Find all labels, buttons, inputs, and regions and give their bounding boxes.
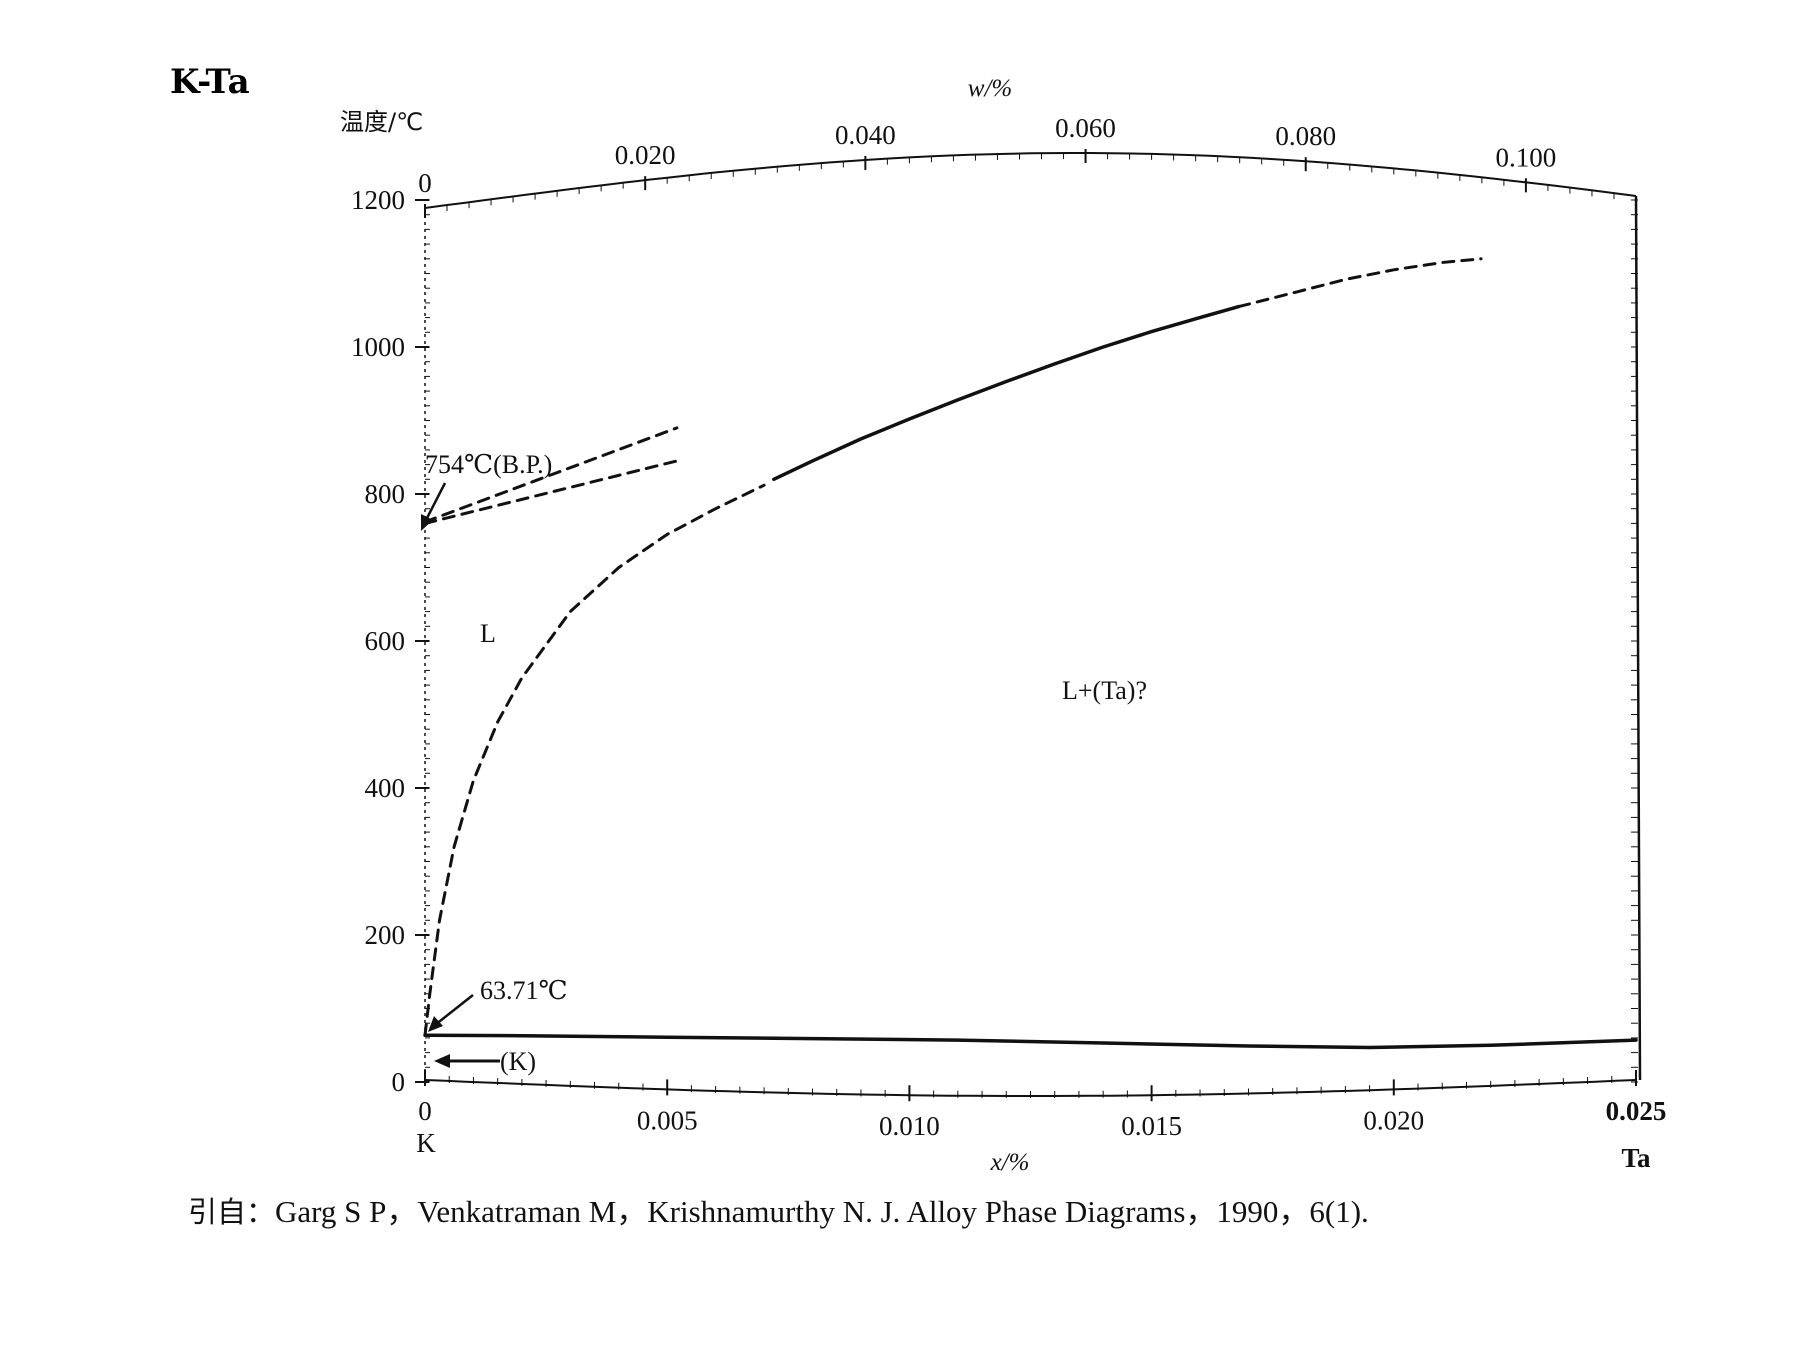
y-tick-label: 400: [365, 773, 406, 803]
top-tick-label: 0: [418, 168, 432, 198]
right-element-label: Ta: [1621, 1143, 1651, 1173]
top-axis-line: [424, 152, 1637, 209]
y-axis-label: 温度/℃: [340, 108, 423, 136]
top-tick-label: 0.060: [1055, 113, 1116, 143]
reference-line: 引自：Garg S P，Venkatraman M，Krishnamurthy …: [188, 1194, 1369, 1229]
series-line-2: [772, 304, 1241, 482]
top-tick-label: 0.080: [1275, 121, 1336, 151]
x-tick-label: 0.010: [879, 1111, 940, 1141]
x-tick-label: 0.015: [1121, 1111, 1182, 1141]
k-phase-annotation: (K): [500, 1047, 536, 1076]
series-line-3: [1237, 257, 1483, 309]
y-tick-label: 0: [392, 1067, 406, 1097]
melting-point-arrow-line: [434, 994, 474, 1026]
two-phase-region-label: L+(Ta)?: [1062, 676, 1147, 705]
plot-frame: [424, 152, 1642, 1097]
top-axis-label: w/%: [968, 75, 1012, 102]
bottom-axis-label: x/%: [990, 1149, 1030, 1176]
x-tick-label: 0: [418, 1096, 432, 1126]
y-tick-label: 800: [365, 479, 406, 509]
boiling-point-arrow-line: [423, 482, 447, 523]
series-line-1: [423, 483, 766, 1037]
right-axis-line: [1634, 195, 1642, 1081]
liquid-region-label: L: [480, 619, 496, 648]
axis-ticks: 0 200 400 600 800 1000 1200 0 0.005 0.010 0.015 0.0…: [351, 113, 1666, 1141]
melting-point-arrowhead: [428, 1016, 443, 1032]
melting-point-annotation: 63.71℃: [480, 976, 568, 1005]
series-line-4: [423, 426, 679, 524]
chart-title: K-Ta: [170, 62, 250, 102]
top-tick-label: 0.040: [835, 120, 896, 150]
boiling-point-annotation: 754℃(B.P.): [425, 450, 552, 479]
x-tick-label: 0.020: [1363, 1105, 1424, 1135]
y-tick-label: 1200: [351, 185, 405, 215]
y-tick-label: 600: [365, 626, 406, 656]
left-element-label: K: [416, 1128, 436, 1158]
top-tick-label: 0.020: [615, 140, 676, 170]
k-phase-arrowhead: [434, 1054, 450, 1068]
x-tick-label: 0.025: [1606, 1096, 1667, 1126]
top-tick-label: 0.100: [1496, 142, 1557, 172]
boiling-point-arrowhead: [421, 514, 433, 531]
reference-prefix: 引自：: [188, 1195, 275, 1229]
y-tick-label: 1000: [351, 332, 405, 362]
y-tick-label: 200: [365, 920, 406, 950]
phase-boundaries: [423, 257, 1638, 1050]
series-line-5: [423, 459, 679, 525]
reference-text: Garg S P，Venkatraman M，Krishnamurthy N. …: [275, 1194, 1369, 1229]
x-tick-label: 0.005: [637, 1105, 698, 1135]
series-line-0: [423, 1033, 1638, 1050]
